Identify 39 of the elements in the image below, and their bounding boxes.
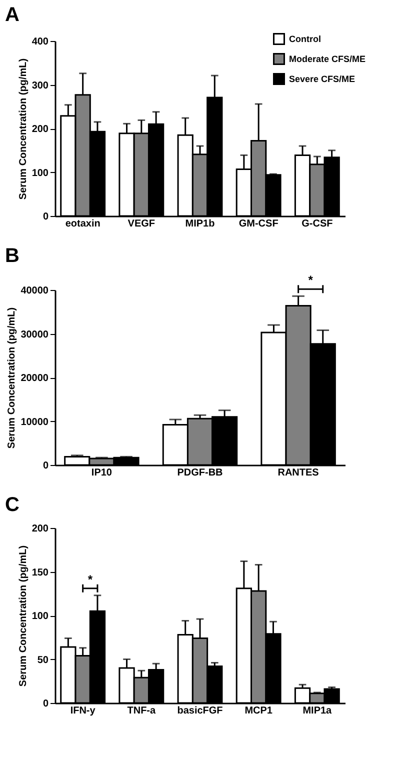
x-tick-label: VEGF (128, 218, 156, 230)
chart-title: C (5, 494, 20, 516)
x-tick-label: MIP1a (302, 706, 332, 716)
chart-title: B (5, 245, 20, 268)
y-tick-label: 150 (32, 567, 49, 578)
chart-title: A (5, 4, 20, 26)
text: * (308, 273, 314, 288)
x-tick-label: RANTES (278, 468, 320, 478)
x-tick-label: basicFGF (177, 706, 223, 716)
y-tick-label: 0 (42, 212, 49, 222)
y-tick-label: 30000 (20, 329, 49, 340)
y-tick-label: 20000 (20, 373, 49, 384)
x-tick-label: G-CSF (302, 218, 333, 230)
x-tick-label: GM-CSF (238, 218, 278, 230)
y-tick-label: 300 (32, 80, 49, 92)
y-tick-label: 200 (32, 524, 49, 534)
legend-label: Control (289, 34, 321, 44)
y-tick-label: 50 (37, 654, 49, 666)
x-tick-label: TNF-a (127, 706, 156, 716)
y-tick-label: 0 (42, 698, 49, 710)
y-axis-title: Serum Concentration (pg/mL) (18, 545, 29, 687)
y-tick-label: 100 (32, 611, 49, 622)
x-tick-label: IP10 (91, 468, 112, 478)
y-tick-label: 400 (32, 36, 49, 48)
x-tick-label: MIP1b (185, 218, 215, 230)
legend-label: Severe CFS/ME (289, 74, 356, 84)
x-tick-label: PDGF-BB (177, 468, 223, 478)
y-tick-label: 0 (42, 460, 49, 472)
y-axis-title: Serum Concentration (pg/mL) (18, 58, 29, 200)
x-tick-label: eotaxin (65, 218, 100, 230)
x-tick-label: IFN-y (70, 706, 96, 716)
x-tick-label: MCP1 (244, 706, 273, 716)
y-axis-title: Serum Concentration (pg/mL) (6, 307, 18, 449)
y-tick-label: 100 (32, 168, 49, 179)
legend-label: Moderate CFS/ME (289, 54, 366, 64)
y-tick-label: 200 (32, 124, 49, 135)
y-tick-label: 40000 (20, 286, 49, 296)
annotation: * (88, 572, 93, 586)
y-tick-label: 10000 (20, 416, 49, 428)
